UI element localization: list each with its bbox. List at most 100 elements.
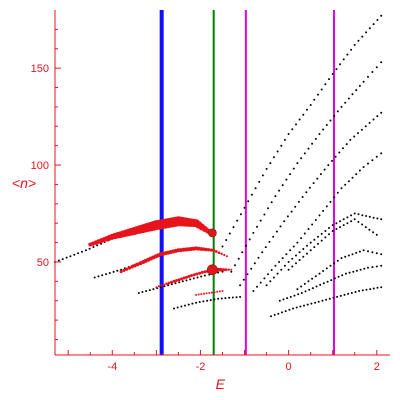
data-point (376, 286, 379, 289)
data-point (297, 200, 300, 203)
data-point (333, 115, 336, 117)
data-point (304, 290, 307, 293)
data-point (330, 279, 333, 282)
data-point (195, 272, 199, 276)
data-point (380, 111, 383, 114)
data-point (329, 264, 332, 267)
data-point (252, 231, 255, 234)
data-point (295, 262, 297, 265)
data-point (344, 101, 347, 104)
data-point (293, 294, 296, 297)
data-point (276, 272, 279, 275)
data-point (181, 280, 184, 283)
data-point (276, 150, 279, 153)
data-point (347, 292, 350, 295)
data-point (371, 71, 374, 73)
data-point (295, 123, 297, 126)
data-point (300, 157, 303, 160)
data-point (224, 268, 228, 272)
data-point (267, 207, 269, 210)
data-point (173, 307, 175, 310)
data-point (368, 228, 371, 231)
data-point (340, 187, 343, 190)
data-point (57, 259, 60, 262)
data-point (284, 310, 287, 313)
data-point (267, 273, 269, 276)
data-point (288, 308, 291, 311)
data-point (353, 218, 356, 221)
data-point (368, 27, 371, 30)
data-point (347, 254, 350, 257)
data-point (192, 273, 196, 277)
data-point (225, 239, 228, 241)
data-point (358, 290, 361, 292)
data-point (339, 294, 342, 297)
data-point (252, 290, 255, 292)
data-point (259, 281, 262, 284)
data-point (331, 73, 334, 75)
data-point (124, 267, 129, 271)
data-point (298, 251, 301, 254)
data-point (324, 236, 327, 239)
data-point (210, 291, 213, 294)
data-point (81, 250, 83, 253)
data-point (93, 276, 96, 279)
data-point (333, 277, 336, 280)
data-point (61, 258, 64, 261)
data-point (185, 279, 188, 282)
data-point (120, 268, 123, 271)
data-point (351, 253, 354, 256)
data-point (157, 285, 160, 288)
data-point (380, 253, 383, 256)
data-point (307, 147, 310, 150)
ticks-layer: -4 -2 0 2 50 100 150 (31, 28, 380, 373)
data-point (172, 279, 176, 283)
data-point (265, 284, 268, 287)
data-point (353, 43, 356, 46)
data-point (336, 295, 339, 298)
data-point (236, 219, 239, 222)
data-point (375, 66, 378, 69)
data-point (355, 269, 358, 272)
data-point (289, 295, 292, 298)
data-point (325, 298, 328, 301)
data-point (367, 266, 369, 269)
data-point (333, 262, 336, 265)
data-point (200, 275, 203, 278)
data-point (325, 124, 328, 126)
data-point (308, 186, 311, 189)
data-point (234, 264, 236, 267)
data-point (192, 277, 195, 280)
data-point (320, 232, 323, 235)
data-point (223, 253, 226, 257)
data-point (218, 290, 221, 293)
data-point (375, 265, 378, 268)
data-point (327, 164, 330, 167)
y-tick-label: 100 (31, 160, 49, 172)
data-point (296, 162, 299, 165)
data-point (355, 89, 358, 92)
data-point (258, 180, 261, 183)
data-point (202, 300, 205, 303)
data-point (346, 216, 349, 219)
data-point (259, 219, 262, 222)
data-point (203, 292, 205, 295)
data-point (256, 225, 258, 228)
data-point (375, 155, 378, 158)
data-point (320, 88, 323, 91)
x-tick-label: 0 (286, 361, 292, 373)
data-point (337, 275, 340, 278)
data-point (376, 19, 379, 21)
data-point (176, 306, 179, 309)
data-point (307, 280, 310, 283)
data-point (221, 245, 224, 248)
data-point (254, 187, 257, 190)
data-point (359, 268, 362, 271)
data-point (274, 195, 277, 198)
data-point (230, 270, 233, 273)
data-point (301, 196, 304, 198)
data-point (96, 244, 99, 247)
data-point (344, 255, 347, 258)
data-point (348, 271, 351, 274)
data-point (380, 218, 383, 221)
